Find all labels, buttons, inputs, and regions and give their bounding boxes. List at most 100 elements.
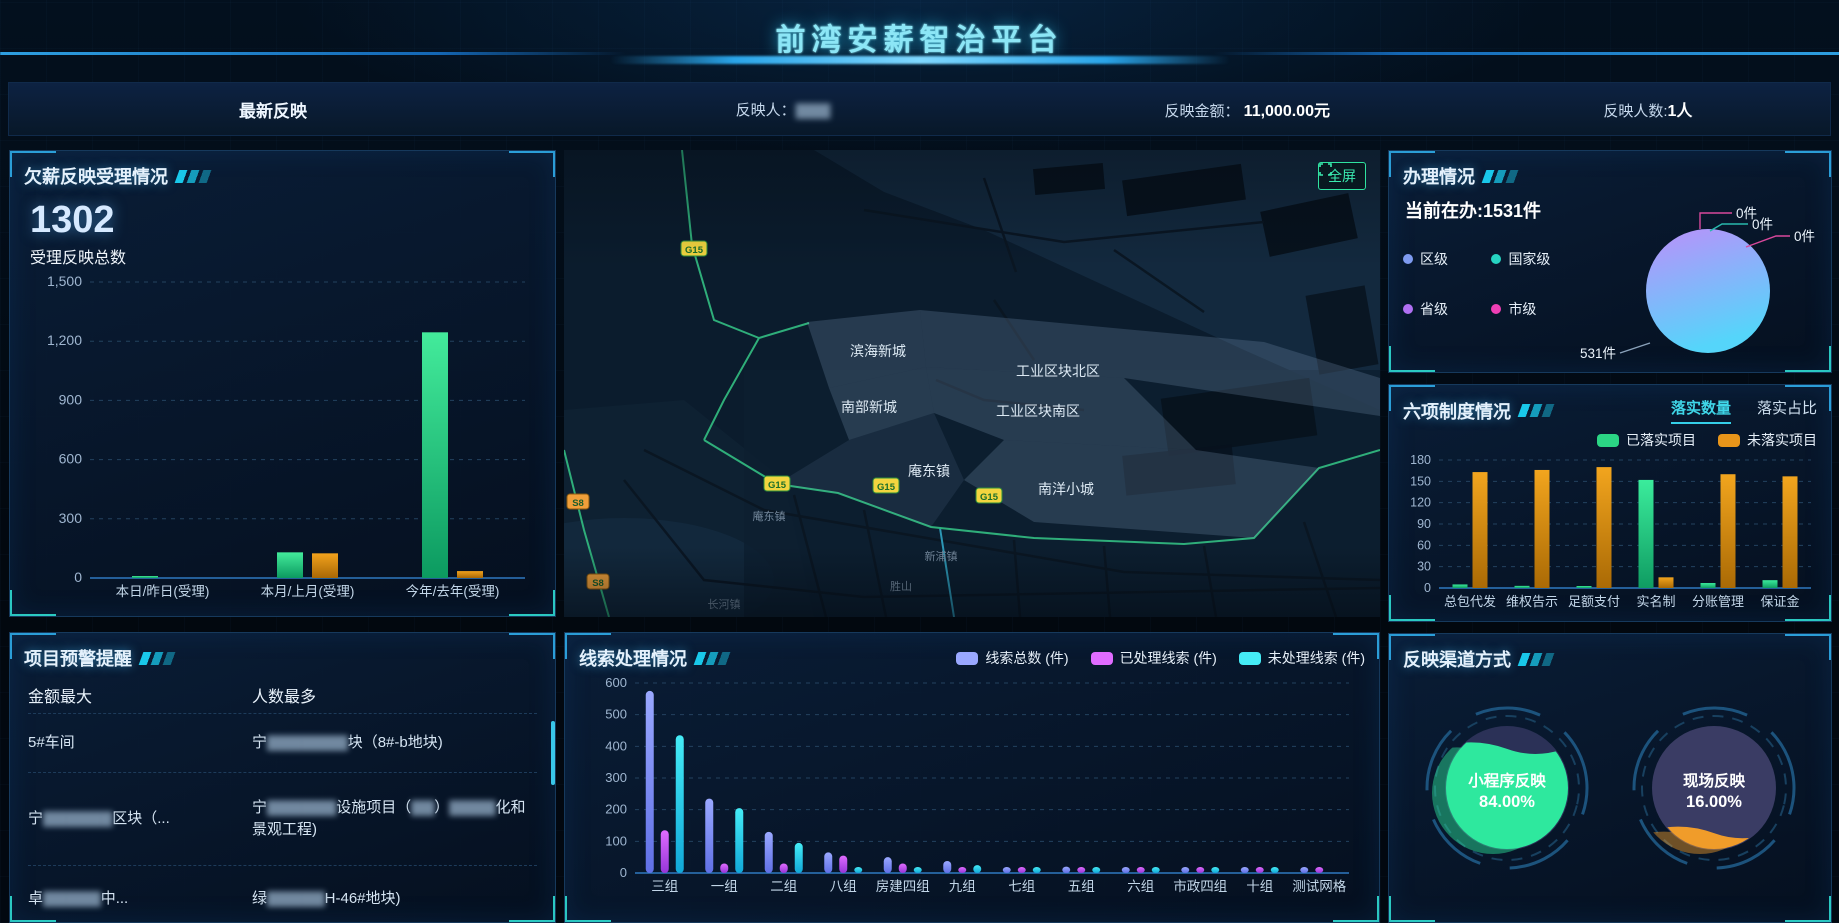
legend-item[interactable]: 未处理线索 (件) (1238, 648, 1365, 668)
map-canvas[interactable]: 滨海新城 工业区块北区 南部新城 工业区块南区 南洋小城 庵东镇 庵东镇 长河镇… (564, 150, 1380, 617)
svg-text:1531件: 1531件 (1580, 346, 1616, 361)
svg-text:600: 600 (605, 675, 627, 690)
legend-item[interactable]: 线索总数 (件) (956, 648, 1069, 668)
panel-acceptance-title: 欠薪反映受理情况 (24, 167, 168, 187)
legend-item[interactable]: 未落实项目 (1718, 430, 1817, 450)
legend-swatch (1491, 254, 1502, 264)
warning-cell-people: 绿▇▇▇▇▇H-46#地块) (251, 890, 401, 907)
svg-text:150: 150 (1410, 474, 1431, 488)
legend-item[interactable]: 国家级 (1491, 249, 1579, 269)
svg-text:90: 90 (1417, 517, 1431, 531)
warning-row: 5#车间 宁▇▇▇▇▇▇▇块（8#-b地块) (28, 713, 537, 772)
scrollbar[interactable] (551, 721, 555, 785)
warning-row: 卓▇▇▇▇▇中... 绿▇▇▇▇▇H-46#地块) (28, 865, 537, 918)
svg-text:市政四组: 市政四组 (1173, 878, 1227, 894)
handling-pie-chart[interactable]: 0件0件0件1531件 (1580, 193, 1817, 365)
legend-item[interactable]: 已落实项目 (1597, 430, 1696, 450)
tab-落实占比[interactable]: 落实占比 (1756, 400, 1817, 417)
svg-text:0件: 0件 (1794, 229, 1815, 244)
legend-swatch (1491, 304, 1502, 314)
tab-落实数量[interactable]: 落实数量 (1670, 397, 1731, 424)
title-decoration (1481, 169, 1527, 183)
legend-item[interactable]: 省级 (1403, 299, 1491, 319)
panel-handling-title: 办理情况 (1403, 167, 1475, 187)
systems-legend: 已落实项目 未落实项目 (1403, 430, 1817, 450)
svg-text:100: 100 (605, 833, 627, 848)
ticker-latest-label: 最新反映 (239, 101, 308, 121)
clues-legend: 线索总数 (件) 已处理线索 (件) 未处理线索 (件) (956, 648, 1365, 668)
ticker-reporter-label: 反映人： (735, 101, 796, 119)
svg-text:房建四组: 房建四组 (876, 879, 930, 894)
ticker-bar: 最新反映 反映人：▇▇▇ 反映金额： 11,000.00元 反映人数:1人 (8, 82, 1831, 136)
panel-systems-title: 六项制度情况 (1403, 401, 1511, 422)
gauge-小程序反映[interactable]: 小程序反映 84.00% (1414, 684, 1600, 894)
svg-text:0: 0 (74, 569, 82, 585)
handling-legend: 区级 国家级省级 市级 (1403, 249, 1580, 319)
map-vignette (564, 150, 1380, 617)
ticker-count-label: 反映人数: (1603, 103, 1668, 120)
svg-text:八组: 八组 (830, 879, 857, 894)
legend-swatch (1718, 434, 1740, 447)
svg-text:足额支付: 足额支付 (1568, 594, 1620, 609)
ticker-reporter-name: ▇▇▇ (795, 101, 831, 119)
warning-col-people: 人数最多 (251, 689, 316, 706)
warning-cell-amount: 宁▇▇▇▇▇▇区块（... (28, 810, 170, 827)
systems-bar-chart[interactable]: 0 30 60 90 120 150 180 总包代发 维权告示 足额支付 实名制 分账管理 保证金 (1403, 450, 1817, 614)
title-decoration (174, 169, 220, 183)
svg-text:小程序反映: 小程序反映 (1468, 771, 1546, 790)
fullscreen-icon (1319, 163, 1332, 176)
svg-text:一组: 一组 (711, 879, 738, 894)
acceptance-total-label: 受理反映总数 (30, 250, 127, 267)
warning-list: 5#车间 宁▇▇▇▇▇▇▇块（8#-b地块) 宁▇▇▇▇▇▇区块（... 宁▇▇▇▇▇… (28, 713, 537, 918)
gauge-现场反映[interactable]: 现场反映 16.00% (1621, 684, 1807, 894)
header: 前湾安薪智治平台 (0, 0, 1839, 73)
svg-text:84.00%: 84.00% (1479, 793, 1535, 811)
acceptance-bar-chart[interactable]: 0 300 600 900 1,200 1,500 本日/昨日(受理) 本月/上月(受理) 今年… (24, 268, 539, 608)
warning-cell-people: 宁▇▇▇▇▇▇设施项目（▇▇）▇▇▇▇化和景观工程) (251, 799, 526, 838)
warning-cell-amount: 5#车间 (28, 734, 75, 751)
svg-text:保证金: 保证金 (1760, 594, 1799, 609)
map[interactable]: 滨海新城 工业区块北区 南部新城 工业区块南区 南洋小城 庵东镇 庵东镇 长河镇… (564, 150, 1380, 617)
svg-text:900: 900 (59, 391, 83, 407)
title-decoration (138, 651, 184, 665)
ticker-count-value: 1人 (1667, 103, 1693, 120)
acceptance-total: 1302 (30, 199, 115, 241)
header-decoration-right (1213, 52, 1839, 55)
legend-item[interactable]: 已处理线索 (件) (1090, 648, 1217, 668)
fullscreen-button[interactable]: 全屏 (1318, 162, 1366, 190)
svg-text:三组: 三组 (651, 879, 678, 894)
svg-text:维权告示: 维权告示 (1506, 594, 1558, 609)
svg-text:实名制: 实名制 (1636, 594, 1675, 609)
panel-channels-title: 反映渠道方式 (1403, 650, 1511, 670)
warning-row: 宁▇▇▇▇▇▇区块（... 宁▇▇▇▇▇▇设施项目（▇▇）▇▇▇▇化和景观工程) (28, 772, 537, 865)
svg-text:七组: 七组 (1008, 879, 1035, 894)
handling-current: 当前在办:1531件 (1405, 201, 1542, 221)
svg-text:180: 180 (1410, 453, 1431, 467)
title-decoration (693, 651, 739, 665)
legend-swatch (956, 652, 979, 665)
svg-text:分账管理: 分账管理 (1692, 594, 1744, 609)
panel-clues-title: 线索处理情况 (579, 649, 687, 669)
svg-text:0件: 0件 (1752, 217, 1773, 232)
panel-clues: 线索处理情况 线索总数 (件) 已处理线索 (件) 未处理线索 (件) 0 100 20… (564, 632, 1380, 923)
svg-text:本月/上月(受理): 本月/上月(受理) (261, 584, 355, 599)
title-decoration (1517, 652, 1563, 666)
svg-text:十组: 十组 (1246, 879, 1273, 894)
page-title: 前湾安薪智治平台 (775, 23, 1064, 57)
svg-text:16.00%: 16.00% (1686, 793, 1742, 811)
legend-item[interactable]: 市级 (1491, 299, 1579, 319)
svg-text:测试网格: 测试网格 (1292, 879, 1346, 894)
svg-text:500: 500 (605, 707, 627, 722)
clues-bar-chart[interactable]: 0 100 200 300 400 500 600 三组 一组 二组 八组 房建四组 九组 七组 五组 六组 市… (579, 671, 1365, 903)
panel-systems: 六项制度情况 落实数量 落实占比 已落实项目 未落实项目 0 30 60 90 120 150… (1388, 384, 1832, 622)
svg-text:0件: 0件 (1736, 206, 1757, 221)
legend-item[interactable]: 区级 (1403, 249, 1491, 269)
svg-text:0: 0 (1424, 581, 1431, 595)
header-decoration-center (609, 56, 1230, 64)
svg-text:总包代发: 总包代发 (1444, 594, 1496, 609)
warning-cell-amount: 卓▇▇▇▇▇中... (28, 890, 129, 907)
svg-text:120: 120 (1410, 496, 1431, 510)
legend-swatch (1403, 304, 1413, 314)
